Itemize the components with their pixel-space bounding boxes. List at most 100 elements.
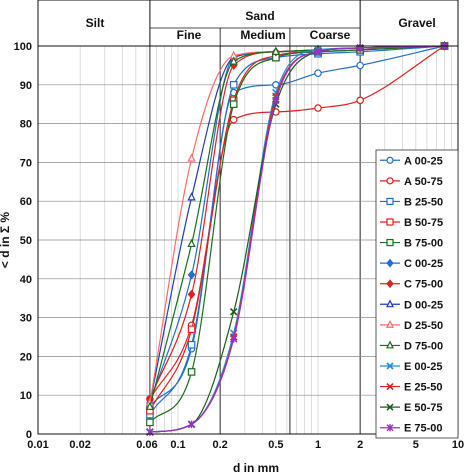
y-tick-label: 60 — [20, 196, 32, 208]
marker-shape — [314, 104, 322, 112]
data-point — [356, 61, 364, 70]
legend-marker — [386, 362, 394, 370]
marker-shape — [386, 279, 394, 289]
data-point — [187, 340, 196, 349]
header-sand: Sand — [245, 9, 274, 23]
legend-marker — [386, 403, 394, 411]
marker-shape — [386, 340, 394, 349]
header-medium: Medium — [240, 28, 285, 42]
legend-item: D 00-25 — [380, 299, 443, 311]
header-fine: Fine — [177, 28, 202, 42]
marker-shape — [386, 218, 394, 226]
data-point — [229, 308, 238, 316]
legend-label: A 00-25 — [404, 155, 443, 167]
legend-item: D 75-00 — [380, 340, 443, 352]
marker-shape — [386, 258, 394, 268]
marker-shape — [229, 115, 238, 124]
header-coarse: Coarse — [310, 28, 351, 42]
marker-shape — [187, 289, 196, 299]
marker-shape — [229, 100, 238, 109]
y-tick-label: 100 — [14, 41, 32, 53]
marker-shape — [145, 401, 155, 410]
legend-label: D 00-25 — [404, 299, 443, 311]
x-tick-label: 0.5 — [268, 439, 283, 451]
legend-label: E 75-00 — [404, 423, 443, 435]
marker-shape — [229, 308, 238, 316]
y-axis-label: < d in Σ % — [0, 212, 12, 269]
marker-shape — [314, 69, 322, 77]
data-point — [187, 153, 196, 162]
legend-marker — [386, 279, 394, 289]
data-point — [314, 69, 322, 77]
legend-marker — [386, 177, 394, 185]
marker-shape — [187, 238, 196, 248]
marker-shape — [187, 340, 196, 349]
legend-item: E 75-00 — [380, 423, 443, 435]
data-point — [187, 368, 196, 376]
legend-marker — [386, 156, 394, 164]
legend-marker — [386, 238, 394, 247]
data-point — [187, 420, 196, 429]
data-point — [229, 100, 238, 109]
marker-shape — [386, 197, 394, 206]
legend-label: E 50-75 — [404, 402, 443, 414]
header-gravel: Gravel — [398, 16, 435, 30]
legend-label: C 00-25 — [404, 258, 443, 270]
legend-marker — [386, 340, 394, 349]
marker-shape — [146, 418, 154, 427]
y-tick-label: 10 — [20, 390, 32, 402]
marker-shape — [229, 56, 238, 65]
header-silt: Silt — [86, 16, 105, 30]
x-tick-label: 0.01 — [27, 439, 48, 451]
marker-shape — [386, 299, 394, 308]
legend: A 00-25 A 50-75 B 25-50 B 50-75 B 75-00 C 00-… — [375, 149, 459, 439]
legend-marker — [386, 218, 394, 226]
data-point — [187, 238, 196, 248]
legend-item: C 00-25 — [380, 258, 443, 270]
marker-shape — [356, 61, 364, 70]
x-tick-label: 2 — [357, 439, 363, 451]
legend-item: B 75-00 — [380, 238, 443, 250]
legend-item: E 25-50 — [380, 382, 443, 394]
x-tick-label: 1 — [315, 439, 321, 451]
data-point — [187, 289, 196, 299]
x-tick-label: 5 — [413, 439, 419, 451]
legend-label: E 25-50 — [404, 382, 443, 394]
legend-label: D 75-00 — [404, 340, 443, 352]
data-point — [187, 270, 196, 280]
y-tick-label: 40 — [20, 274, 32, 286]
legend-item: A 50-75 — [380, 176, 443, 188]
legend-marker — [386, 424, 394, 432]
legend-label: D 25-50 — [404, 320, 443, 332]
y-tick-label: 30 — [20, 313, 32, 325]
marker-shape — [386, 156, 394, 164]
marker-shape — [386, 319, 394, 328]
marker-shape — [271, 46, 281, 55]
data-point — [271, 46, 281, 55]
marker-shape — [386, 383, 394, 391]
legend-marker — [386, 383, 394, 391]
legend-item: C 75-00 — [380, 279, 443, 291]
x-tick-label: 0.1 — [170, 439, 185, 451]
legend-item: B 25-50 — [380, 196, 443, 208]
x-tick-label: 0.06 — [136, 439, 157, 451]
data-point — [356, 96, 364, 105]
data-point — [272, 96, 280, 105]
data-point — [187, 192, 196, 201]
x-tick-label: 0.2 — [212, 439, 227, 451]
y-tick-label: 70 — [20, 157, 32, 169]
marker-shape — [229, 80, 238, 89]
data-point — [229, 80, 238, 89]
legend-label: C 75-00 — [404, 279, 443, 291]
x-axis-label: d in mm — [233, 461, 279, 474]
legend-marker — [386, 197, 394, 206]
x-tick-label: 0.02 — [69, 439, 90, 451]
legend-label: B 25-50 — [404, 196, 443, 208]
legend-marker — [386, 299, 394, 308]
legend-item: A 00-25 — [380, 155, 443, 167]
legend-label: B 75-00 — [404, 238, 443, 250]
y-tick-label: 50 — [20, 235, 32, 247]
legend-label: B 50-75 — [404, 217, 443, 229]
